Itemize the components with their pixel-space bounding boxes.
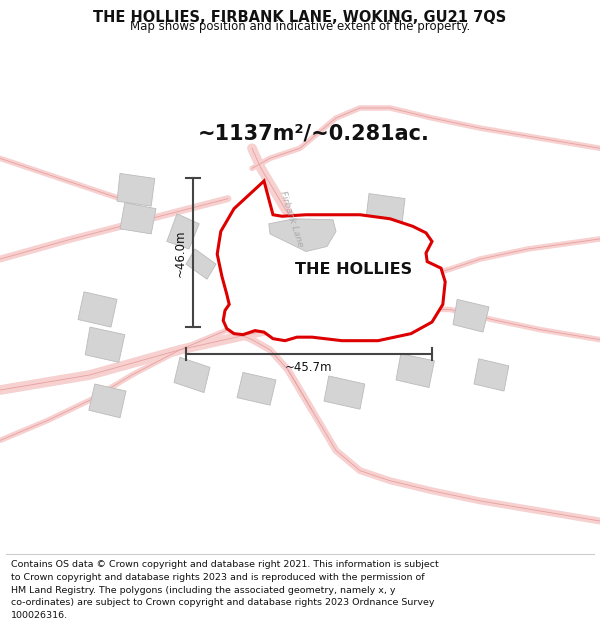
Polygon shape	[408, 274, 443, 302]
Polygon shape	[474, 359, 509, 391]
Text: ~46.0m: ~46.0m	[173, 229, 187, 276]
Polygon shape	[78, 292, 117, 327]
Polygon shape	[85, 327, 125, 362]
Text: ~45.7m: ~45.7m	[285, 361, 333, 374]
Polygon shape	[396, 354, 434, 388]
Text: Map shows position and indicative extent of the property.: Map shows position and indicative extent…	[130, 20, 470, 33]
Polygon shape	[167, 214, 199, 249]
Polygon shape	[366, 194, 405, 224]
Text: co-ordinates) are subject to Crown copyright and database rights 2023 Ordnance S: co-ordinates) are subject to Crown copyr…	[11, 598, 434, 608]
Text: ~1137m²/~0.281ac.: ~1137m²/~0.281ac.	[198, 123, 430, 143]
Polygon shape	[378, 231, 415, 262]
Text: HM Land Registry. The polygons (including the associated geometry, namely x, y: HM Land Registry. The polygons (includin…	[11, 586, 395, 594]
Polygon shape	[237, 372, 276, 405]
Polygon shape	[324, 376, 365, 409]
Text: Firbank Lane: Firbank Lane	[278, 189, 304, 248]
Polygon shape	[453, 299, 489, 332]
Text: THE HOLLIES: THE HOLLIES	[295, 262, 413, 277]
Polygon shape	[217, 181, 445, 341]
Text: Contains OS data © Crown copyright and database right 2021. This information is : Contains OS data © Crown copyright and d…	[11, 560, 439, 569]
Polygon shape	[120, 202, 156, 234]
Text: THE HOLLIES, FIRBANK LANE, WOKING, GU21 7QS: THE HOLLIES, FIRBANK LANE, WOKING, GU21 …	[94, 9, 506, 24]
Polygon shape	[174, 357, 210, 392]
Polygon shape	[269, 219, 336, 251]
Text: 100026316.: 100026316.	[11, 611, 68, 620]
Polygon shape	[117, 173, 155, 206]
Polygon shape	[89, 384, 126, 418]
Text: to Crown copyright and database rights 2023 and is reproduced with the permissio: to Crown copyright and database rights 2…	[11, 573, 424, 582]
Polygon shape	[186, 249, 216, 279]
